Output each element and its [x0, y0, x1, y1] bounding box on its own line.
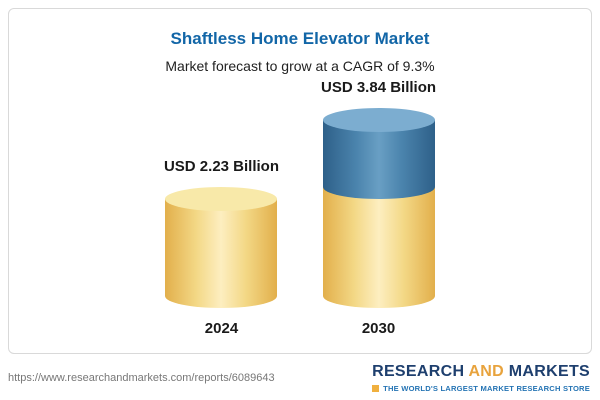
year-label-2024: 2024	[204, 320, 239, 337]
bar-2024-top-ellipse	[165, 187, 278, 211]
logo-word-research: RESEARCH	[372, 363, 469, 381]
logo-word-markets: MARKETS	[504, 363, 590, 381]
bar-2030	[322, 108, 435, 308]
bar-2030-top-segment	[322, 108, 435, 199]
footer: https://www.researchandmarkets.com/repor…	[0, 356, 600, 400]
chart-area: USD 2.23 Billion 2024 USD 3.84 Billion 2…	[9, 74, 591, 353]
logo-tagline: THE WORLD'S LARGEST MARKET RESEARCH STOR…	[372, 384, 590, 393]
bar-column-2030: USD 3.84 Billion 2030	[321, 79, 436, 337]
research-and-markets-logo: RESEARCH AND MARKETS THE WORLD'S LARGEST…	[372, 362, 590, 393]
chart-subtitle: Market forecast to grow at a CAGR of 9.3…	[165, 58, 435, 74]
value-label-2030: USD 3.84 Billion	[321, 79, 437, 96]
logo-wordmark: RESEARCH AND MARKETS	[372, 362, 590, 382]
logo-square-icon	[372, 385, 380, 393]
chart-title: Shaftless Home Elevator Market	[170, 29, 430, 48]
bar-2024-cylinder	[165, 187, 278, 308]
value-label-2024: USD 2.23 Billion	[163, 158, 279, 175]
logo-tagline-text: THE WORLD'S LARGEST MARKET RESEARCH STOR…	[383, 384, 590, 394]
report-url: https://www.researchandmarkets.com/repor…	[8, 372, 275, 384]
chart-card: Shaftless Home Elevator Market Market fo…	[8, 8, 592, 354]
bar-2030-bottom-segment	[322, 187, 435, 308]
bar-column-2024: USD 2.23 Billion 2024	[164, 158, 279, 337]
logo-word-and: AND	[468, 363, 505, 381]
bar-2030-top-ellipse	[322, 108, 435, 132]
bar-2024	[165, 187, 278, 308]
year-label-2030: 2030	[361, 320, 396, 337]
